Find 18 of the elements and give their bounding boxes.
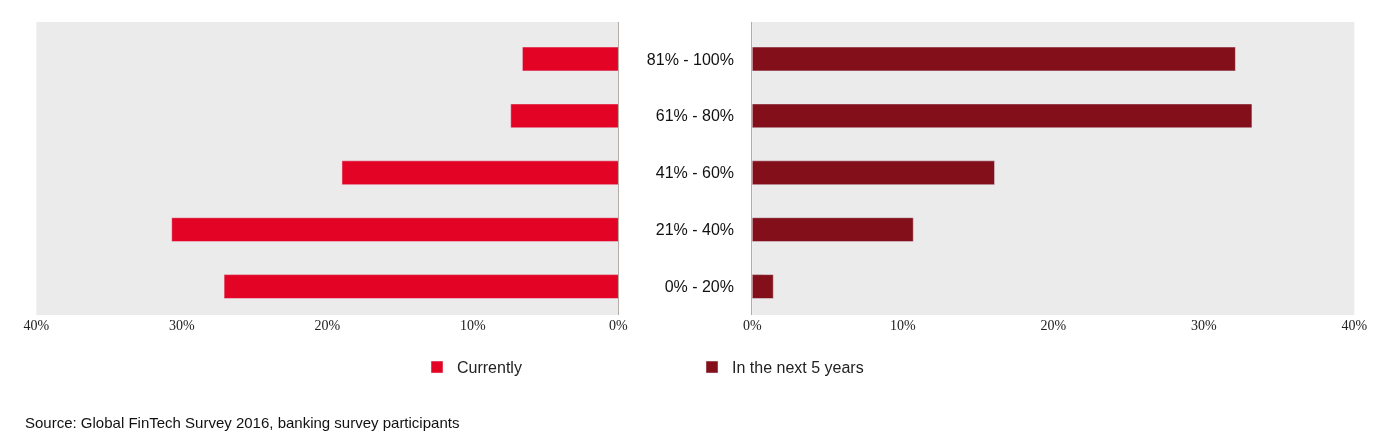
x-tick-label: 0%: [609, 318, 629, 333]
y-tick-label: 21% - 40%: [655, 221, 735, 239]
y-tick-label: 0% - 20%: [664, 278, 735, 296]
x-tick-label: 30%: [169, 318, 196, 333]
y-tick-label: 41% - 60%: [655, 164, 735, 182]
x-tick-label: 0%: [742, 318, 762, 333]
x-tick-label: 40%: [23, 318, 50, 333]
x-tick-label: 10%: [889, 318, 916, 333]
x-tick-label: 20%: [1040, 318, 1067, 333]
legend-label: Currently: [457, 359, 522, 377]
y-tick-label: 81% - 100%: [646, 50, 735, 68]
x-tick-label: 40%: [1341, 318, 1368, 333]
x-tick-label: 10%: [460, 318, 487, 333]
legend-label: In the next 5 years: [732, 359, 864, 377]
x-tick-label: 30%: [1190, 318, 1217, 333]
x-tick-label: 20%: [314, 318, 341, 333]
y-tick-label: 61% - 80%: [655, 107, 735, 125]
source-note: Source: Global FinTech Survey 2016, banking survey participants: [25, 414, 460, 431]
